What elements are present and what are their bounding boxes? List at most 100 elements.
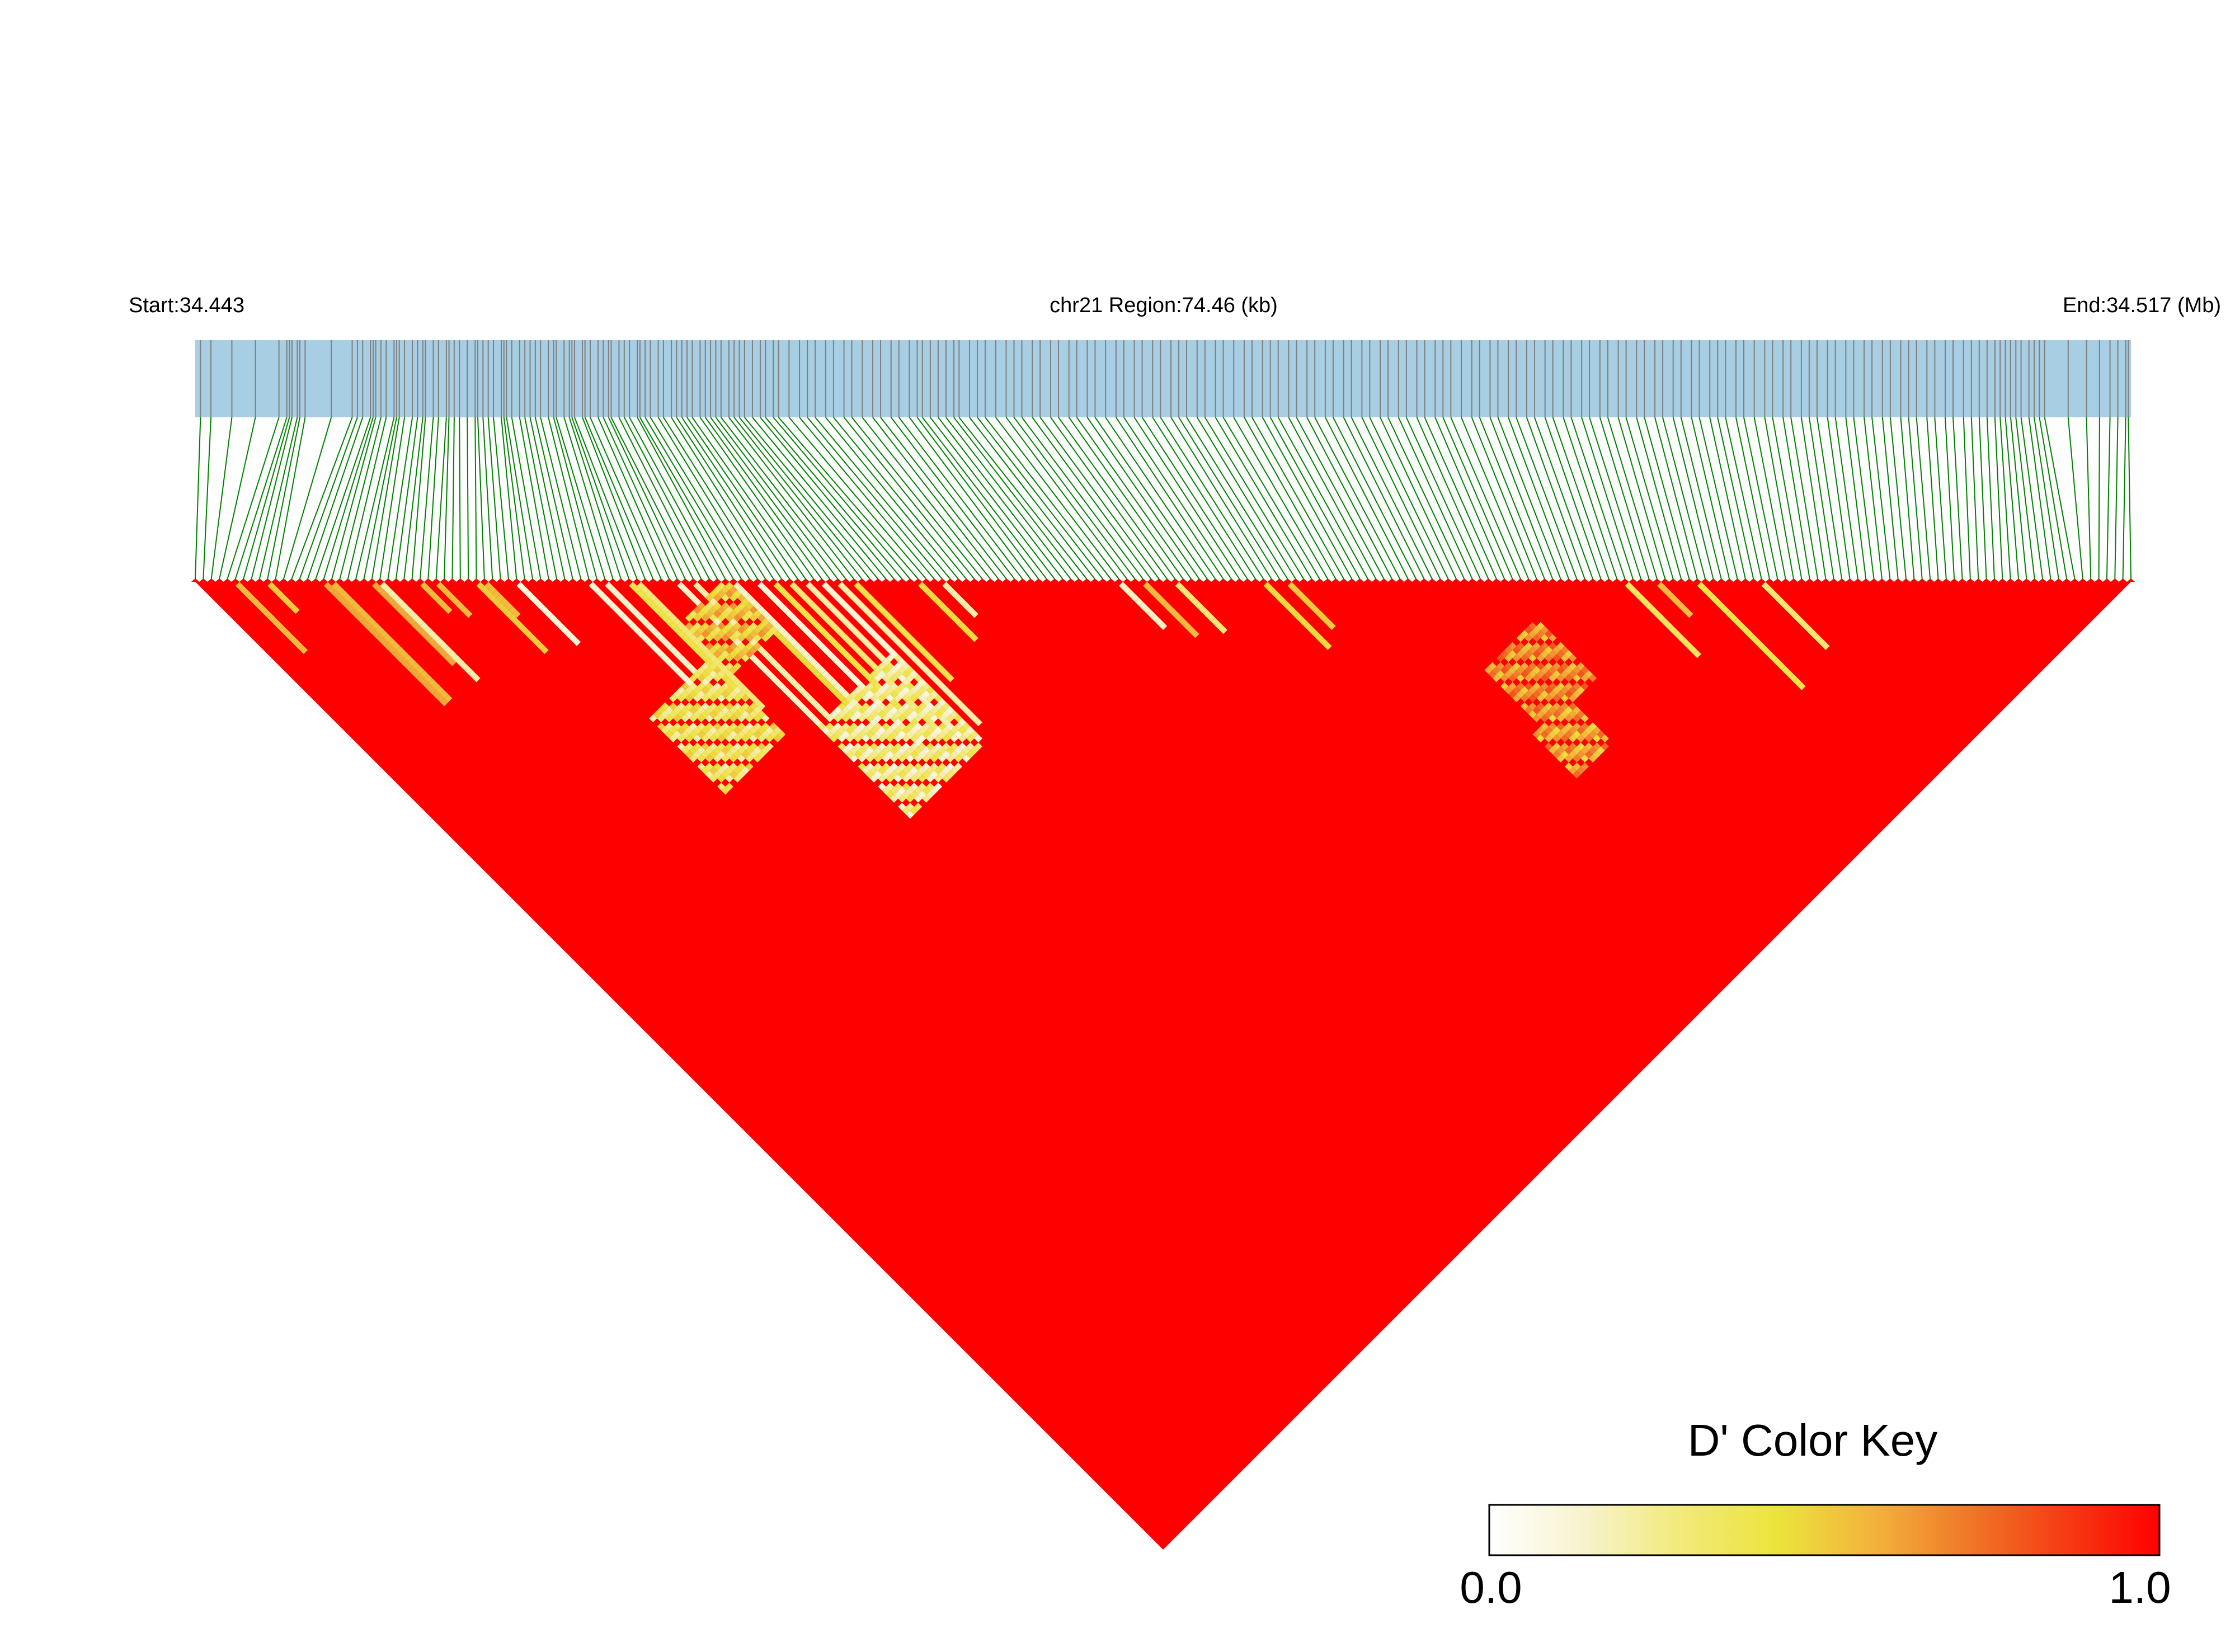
ld-cell — [918, 782, 926, 791]
snp-edge-marker — [625, 578, 633, 582]
snp-edge-marker — [1588, 578, 1597, 582]
snp-edge-marker — [1621, 578, 1629, 582]
color-key-title: D' Color Key — [1688, 1415, 1938, 1465]
ld-cell — [689, 594, 698, 602]
snp-connector — [618, 417, 702, 580]
ld-cell — [323, 582, 332, 590]
ld-cell — [902, 686, 910, 694]
ld-cell — [1119, 582, 1127, 590]
snp-edge-marker — [1380, 578, 1388, 582]
ld-cell — [677, 670, 685, 679]
ld-cell — [371, 630, 380, 638]
ld-cell — [926, 686, 934, 694]
ld-cell — [837, 702, 846, 710]
ld-cell — [1516, 634, 1525, 642]
snp-edge-marker — [247, 578, 256, 582]
ld-cell — [882, 787, 890, 795]
snp-connector — [2128, 417, 2132, 580]
ld-cell — [601, 594, 609, 602]
snp-edge-marker — [1275, 578, 1284, 582]
ld-cell — [661, 638, 670, 646]
snp-edge-marker — [1942, 578, 1950, 582]
ld-cell — [1580, 730, 1589, 738]
ld-cell — [340, 590, 348, 598]
ld-cell — [858, 714, 866, 723]
snp-edge-marker — [2095, 578, 2103, 582]
ld-cell — [729, 754, 738, 763]
snp-connector — [435, 417, 447, 580]
ld-cell — [1653, 610, 1662, 618]
ld-cell — [926, 774, 934, 783]
ld-cell — [910, 670, 919, 679]
snp-edge-marker — [2071, 578, 2079, 582]
snp-edge-marker — [1508, 578, 1517, 582]
snp-edge-marker — [1926, 578, 1935, 582]
ld-cell — [1564, 714, 1573, 723]
ld-cell — [1536, 702, 1545, 710]
ld-cell — [725, 766, 733, 775]
ld-cell — [858, 666, 866, 675]
ld-cell — [902, 750, 910, 759]
ld-cell — [725, 614, 733, 622]
snp-connector — [203, 417, 212, 580]
ld-cell — [376, 586, 384, 594]
snp-edge-marker — [1066, 578, 1075, 582]
snp-edge-marker — [865, 578, 874, 582]
ld-cell — [677, 710, 685, 719]
ld-cell — [1516, 642, 1525, 651]
ld-cell — [1556, 706, 1565, 714]
snp-connector — [1782, 417, 1810, 580]
ld-cell — [620, 597, 629, 606]
ld-cell — [1283, 601, 1292, 610]
ld-cell — [1569, 694, 1577, 703]
snp-edge-marker — [1436, 578, 1444, 582]
ld-cell — [934, 782, 943, 791]
ld-cell — [1709, 594, 1718, 602]
ld-cell — [837, 630, 846, 638]
ld-cell — [1569, 766, 1577, 775]
ld-cell — [789, 597, 798, 606]
snp-connector — [1672, 417, 1714, 580]
snp-connector — [315, 417, 371, 580]
ld-cell — [1187, 625, 1196, 634]
ld-cell — [1540, 706, 1549, 714]
ld-cell — [858, 586, 866, 594]
ld-cell — [428, 686, 436, 694]
ld-cell — [1536, 726, 1545, 735]
ld-cell — [1500, 650, 1509, 658]
ld-cell — [617, 594, 625, 602]
snp-connector — [1058, 417, 1176, 580]
ld-cell — [782, 590, 790, 598]
ld-cell — [834, 682, 842, 690]
snp-connector — [519, 417, 549, 580]
ld-cell — [817, 706, 826, 714]
ld-cell — [1577, 742, 1585, 751]
ld-cell — [432, 642, 440, 651]
snp-edge-marker — [1339, 578, 1348, 582]
ld-cell — [713, 722, 722, 731]
snp-edge-marker — [496, 578, 505, 582]
ld-cell — [644, 597, 653, 606]
ld-cell — [725, 646, 733, 655]
snp-connector — [1013, 417, 1136, 580]
ld-cell — [910, 638, 919, 646]
ld-cell — [1577, 662, 1585, 670]
ld-cell — [930, 594, 939, 602]
snp-connector — [922, 417, 1047, 580]
ld-cell — [1549, 650, 1557, 658]
ld-cell — [733, 734, 742, 743]
ld-cell — [1532, 730, 1541, 738]
ld-cell — [950, 750, 958, 759]
snp-edge-marker — [601, 578, 609, 582]
ld-cell — [914, 674, 923, 683]
snp-edge-marker — [1147, 578, 1155, 582]
ld-cell — [432, 594, 440, 602]
ld-cell — [400, 650, 408, 658]
snp-connector — [1380, 417, 1457, 580]
ld-cell — [858, 690, 866, 699]
snp-edge-marker — [874, 578, 882, 582]
ld-cell — [906, 650, 914, 658]
ld-cell — [882, 666, 890, 675]
ld-cell — [376, 634, 384, 642]
ld-cell — [890, 682, 898, 690]
